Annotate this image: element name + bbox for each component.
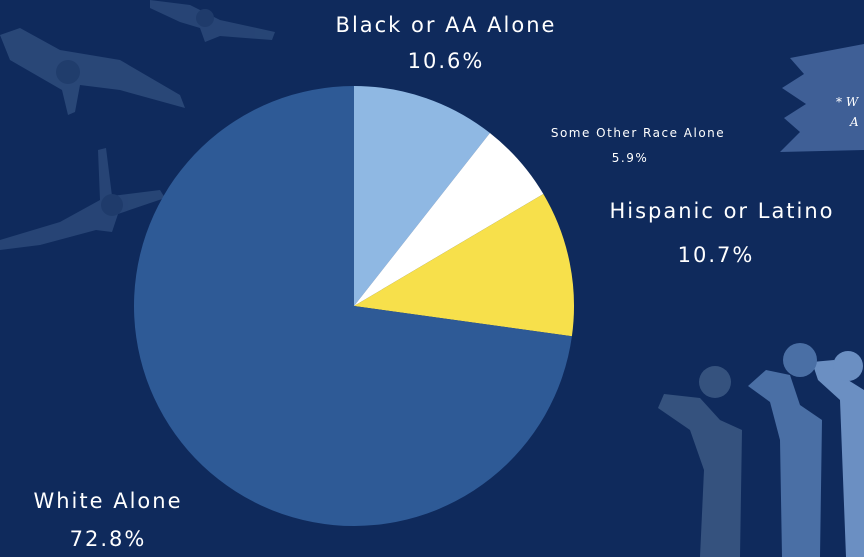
label-black-aa: Black or AA Alone	[336, 13, 557, 37]
label-some-other-race: Some Other Race Alone	[551, 126, 725, 140]
pie-slice-hispanic-or-latino	[354, 194, 574, 337]
label-hispanic-latino: Hispanic or Latino	[609, 199, 834, 223]
pie-slice-some-other-race-alone	[354, 133, 544, 306]
label-white-alone: White Alone	[33, 489, 182, 513]
airplane-decor-icon	[150, 0, 275, 42]
pie-chart	[133, 86, 574, 526]
value-black-aa: 10.6%	[408, 49, 485, 73]
airplane-decor-icon	[0, 28, 185, 115]
brush-stroke-decor: * W A	[780, 44, 864, 152]
pie-slice-white-alone	[133, 86, 572, 526]
value-white-alone: 72.8%	[70, 527, 147, 551]
airplane-decor-icon	[0, 148, 165, 250]
value-hispanic-latino: 10.7%	[678, 243, 755, 267]
note-line-2: A	[849, 115, 859, 129]
soldiers-silhouette-decor	[658, 343, 864, 557]
pie-slice-black-or-aa-alone	[354, 86, 490, 306]
value-some-other-race: 5.9%	[612, 151, 649, 165]
note-line-1: * W	[836, 95, 860, 109]
